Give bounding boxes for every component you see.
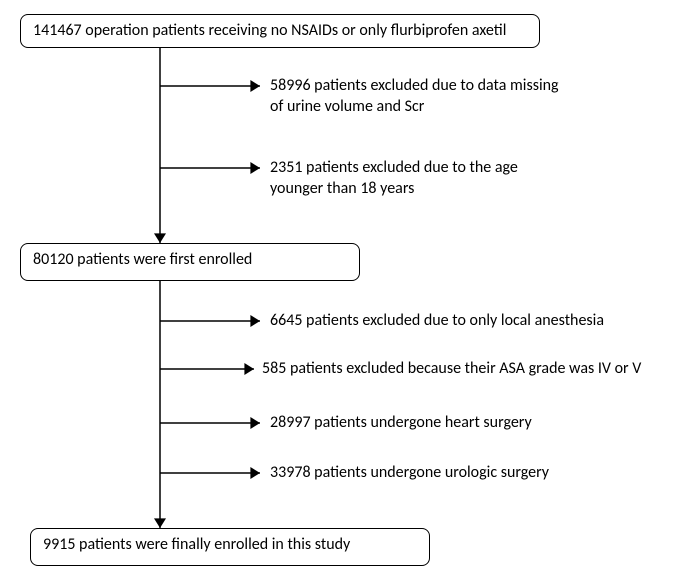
arrow-branch-3 — [160, 315, 260, 327]
excl-line: 2351 patients excluded due to the age — [270, 158, 518, 177]
excl-line: younger than 18 years — [270, 179, 414, 198]
arrow-spine-1 — [154, 48, 166, 243]
excl-text-missing-data: 58996 patients excluded due to data miss… — [270, 76, 630, 118]
arrow-branch-2 — [160, 162, 260, 174]
excl-line: 585 patients excluded because their ASA … — [262, 359, 641, 378]
arrow-branch-6 — [160, 467, 260, 479]
excl-text-urologic-surgery: 33978 patients undergone urologic surger… — [270, 463, 670, 484]
flow-box-final: 9915 patients were finally enrolled in t… — [30, 528, 430, 566]
excl-line: 58996 patients excluded due to data miss… — [270, 76, 559, 95]
excl-line: 6645 patients excluded due to only local… — [270, 311, 604, 330]
excl-line: 28997 patients undergone heart surgery — [270, 413, 532, 432]
excl-text-age: 2351 patients excluded due to the age yo… — [270, 158, 630, 200]
excl-line: 33978 patients undergone urologic surger… — [270, 463, 549, 482]
arrow-spine-2 — [154, 281, 166, 528]
flow-box-start: 141467 operation patients receiving no N… — [20, 14, 540, 48]
excl-text-local-anesthesia: 6645 patients excluded due to only local… — [270, 311, 670, 332]
arrow-branch-1 — [160, 80, 260, 92]
excl-text-asa-grade: 585 patients excluded because their ASA … — [262, 359, 682, 380]
excl-line: of urine volume and Scr — [270, 97, 424, 116]
arrow-branch-4 — [160, 363, 254, 375]
arrow-branch-5 — [160, 417, 260, 429]
excl-text-heart-surgery: 28997 patients undergone heart surgery — [270, 413, 670, 434]
flow-box-enroll1: 80120 patients were first enrolled — [20, 243, 360, 281]
